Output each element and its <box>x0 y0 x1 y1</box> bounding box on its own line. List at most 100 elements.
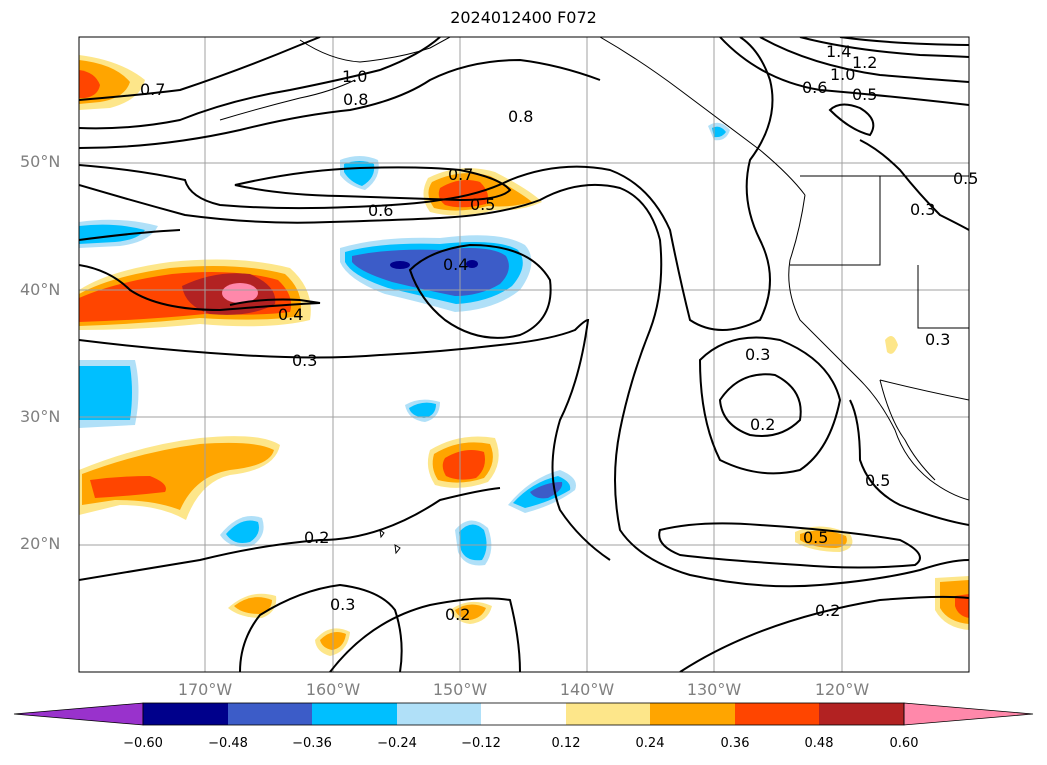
map-frame <box>78 36 970 673</box>
colorbar-under-arrow <box>13 702 144 726</box>
colorbar-bin <box>819 703 904 725</box>
colorbar-bin <box>312 703 397 725</box>
colorbar-bin <box>481 703 566 725</box>
contour-label: 0.3 <box>292 351 317 370</box>
contour-label: 0.6 <box>368 201 393 220</box>
contour-line <box>719 37 969 106</box>
coastline-bc <box>788 194 969 501</box>
lat-label-50: 50°N <box>20 152 61 171</box>
contour-line <box>799 37 969 58</box>
contour-label: 0.3 <box>745 345 770 364</box>
colorbar-tick: 0.24 <box>635 736 665 751</box>
anomaly-patch <box>352 248 509 296</box>
contour-label: 0.7 <box>140 80 165 99</box>
gridlines <box>79 37 969 672</box>
colorbar-tick: −0.12 <box>461 736 501 751</box>
colorbar-bin <box>566 703 650 725</box>
anomaly-patch <box>90 476 166 498</box>
lon-label-170w: 170°W <box>177 680 233 699</box>
lon-label-150w: 150°W <box>432 680 488 699</box>
contour-label: 1.4 <box>826 42 851 61</box>
lon-label-120w: 120°W <box>814 680 870 699</box>
coastline-baja <box>879 379 936 481</box>
colorbar-bin <box>228 703 312 725</box>
contour-line <box>859 139 969 231</box>
contour-line <box>408 243 552 339</box>
anomaly-patch <box>79 224 145 244</box>
colorbar-over-arrow <box>903 702 1034 726</box>
contour-label: 1.0 <box>342 67 367 86</box>
lat-label-30: 30°N <box>20 407 61 426</box>
contour-line <box>698 336 842 475</box>
anomaly-patch <box>442 450 485 480</box>
border-states <box>790 176 881 266</box>
colorbar-tick: −0.60 <box>123 736 163 751</box>
anomaly-patch <box>409 402 436 418</box>
contour-line <box>828 103 875 137</box>
contour-label: 0.7 <box>448 165 473 184</box>
colorbar-frame <box>142 702 905 726</box>
contour-label: 1.2 <box>852 53 877 72</box>
anomaly-patch <box>234 597 272 614</box>
anomaly-patch <box>455 604 486 620</box>
contour-label: 1.0 <box>830 65 855 84</box>
contour-label: 0.6 <box>802 78 827 97</box>
contour-label: 0.5 <box>852 85 877 104</box>
anomaly-patch <box>390 261 410 269</box>
anomaly-patch <box>79 366 132 420</box>
border-states <box>917 265 969 329</box>
anomaly-patch <box>226 520 259 543</box>
coastline-hawaii <box>379 528 401 555</box>
contour-line <box>679 595 969 672</box>
lon-label-130w: 130°W <box>686 680 742 699</box>
contour-label: 0.2 <box>815 601 840 620</box>
contour-label: 0.3 <box>330 595 355 614</box>
contour-label: 0.2 <box>750 415 775 434</box>
contour-line <box>79 37 321 101</box>
contour-label: 0.5 <box>470 195 495 214</box>
anomaly-patch <box>82 442 274 510</box>
colorbar-tick: −0.48 <box>208 736 248 751</box>
contour-line <box>239 583 403 672</box>
contour-label: 0.2 <box>445 605 470 624</box>
contour-line <box>234 166 512 202</box>
colorbar-bin <box>650 703 735 725</box>
contour-line <box>79 318 611 561</box>
colorbar-bin <box>143 703 228 725</box>
contour-line <box>79 37 774 331</box>
contour-label: 0.4 <box>443 255 468 274</box>
contour-line <box>718 373 802 437</box>
contour-label: 0.8 <box>508 107 533 126</box>
anomaly-patch <box>466 260 478 268</box>
contour-label: 0.5 <box>803 528 828 547</box>
contour-line <box>658 522 921 569</box>
contour-label: 0.5 <box>953 169 978 188</box>
contour-line <box>79 229 181 241</box>
map-title: 2024012400 F072 <box>450 8 597 27</box>
anomaly-patch <box>955 594 969 618</box>
lat-label-40: 40°N <box>20 280 61 299</box>
lat-label-20: 20°N <box>20 534 61 553</box>
colorbar <box>13 702 1034 726</box>
contour-line <box>839 37 969 46</box>
lon-label-140w: 140°W <box>559 680 615 699</box>
colorbar-tick: −0.24 <box>377 736 417 751</box>
contour-lines <box>79 37 969 672</box>
colorbar-tick: 0.48 <box>804 736 834 751</box>
contour-line <box>759 37 969 83</box>
contour-label: 0.5 <box>865 471 890 490</box>
anomaly-patch <box>885 336 898 354</box>
anomaly-patch <box>800 530 847 548</box>
contour-label-group: 0.7 1.0 0.8 0.8 0.7 0.6 0.5 0.4 0.4 0.3 … <box>140 42 978 624</box>
colorbar-bin <box>735 703 819 725</box>
coastline-alaska-gulf <box>599 37 806 196</box>
colorbar-bin <box>397 703 481 725</box>
anomaly-patch <box>79 70 100 98</box>
anomaly-patch <box>459 524 487 561</box>
colorbar-tick: 0.12 <box>551 736 581 751</box>
coastlines <box>219 37 969 555</box>
contour-line <box>79 487 501 581</box>
contour-line <box>849 399 969 526</box>
colorbar-tick: 0.36 <box>720 736 750 751</box>
